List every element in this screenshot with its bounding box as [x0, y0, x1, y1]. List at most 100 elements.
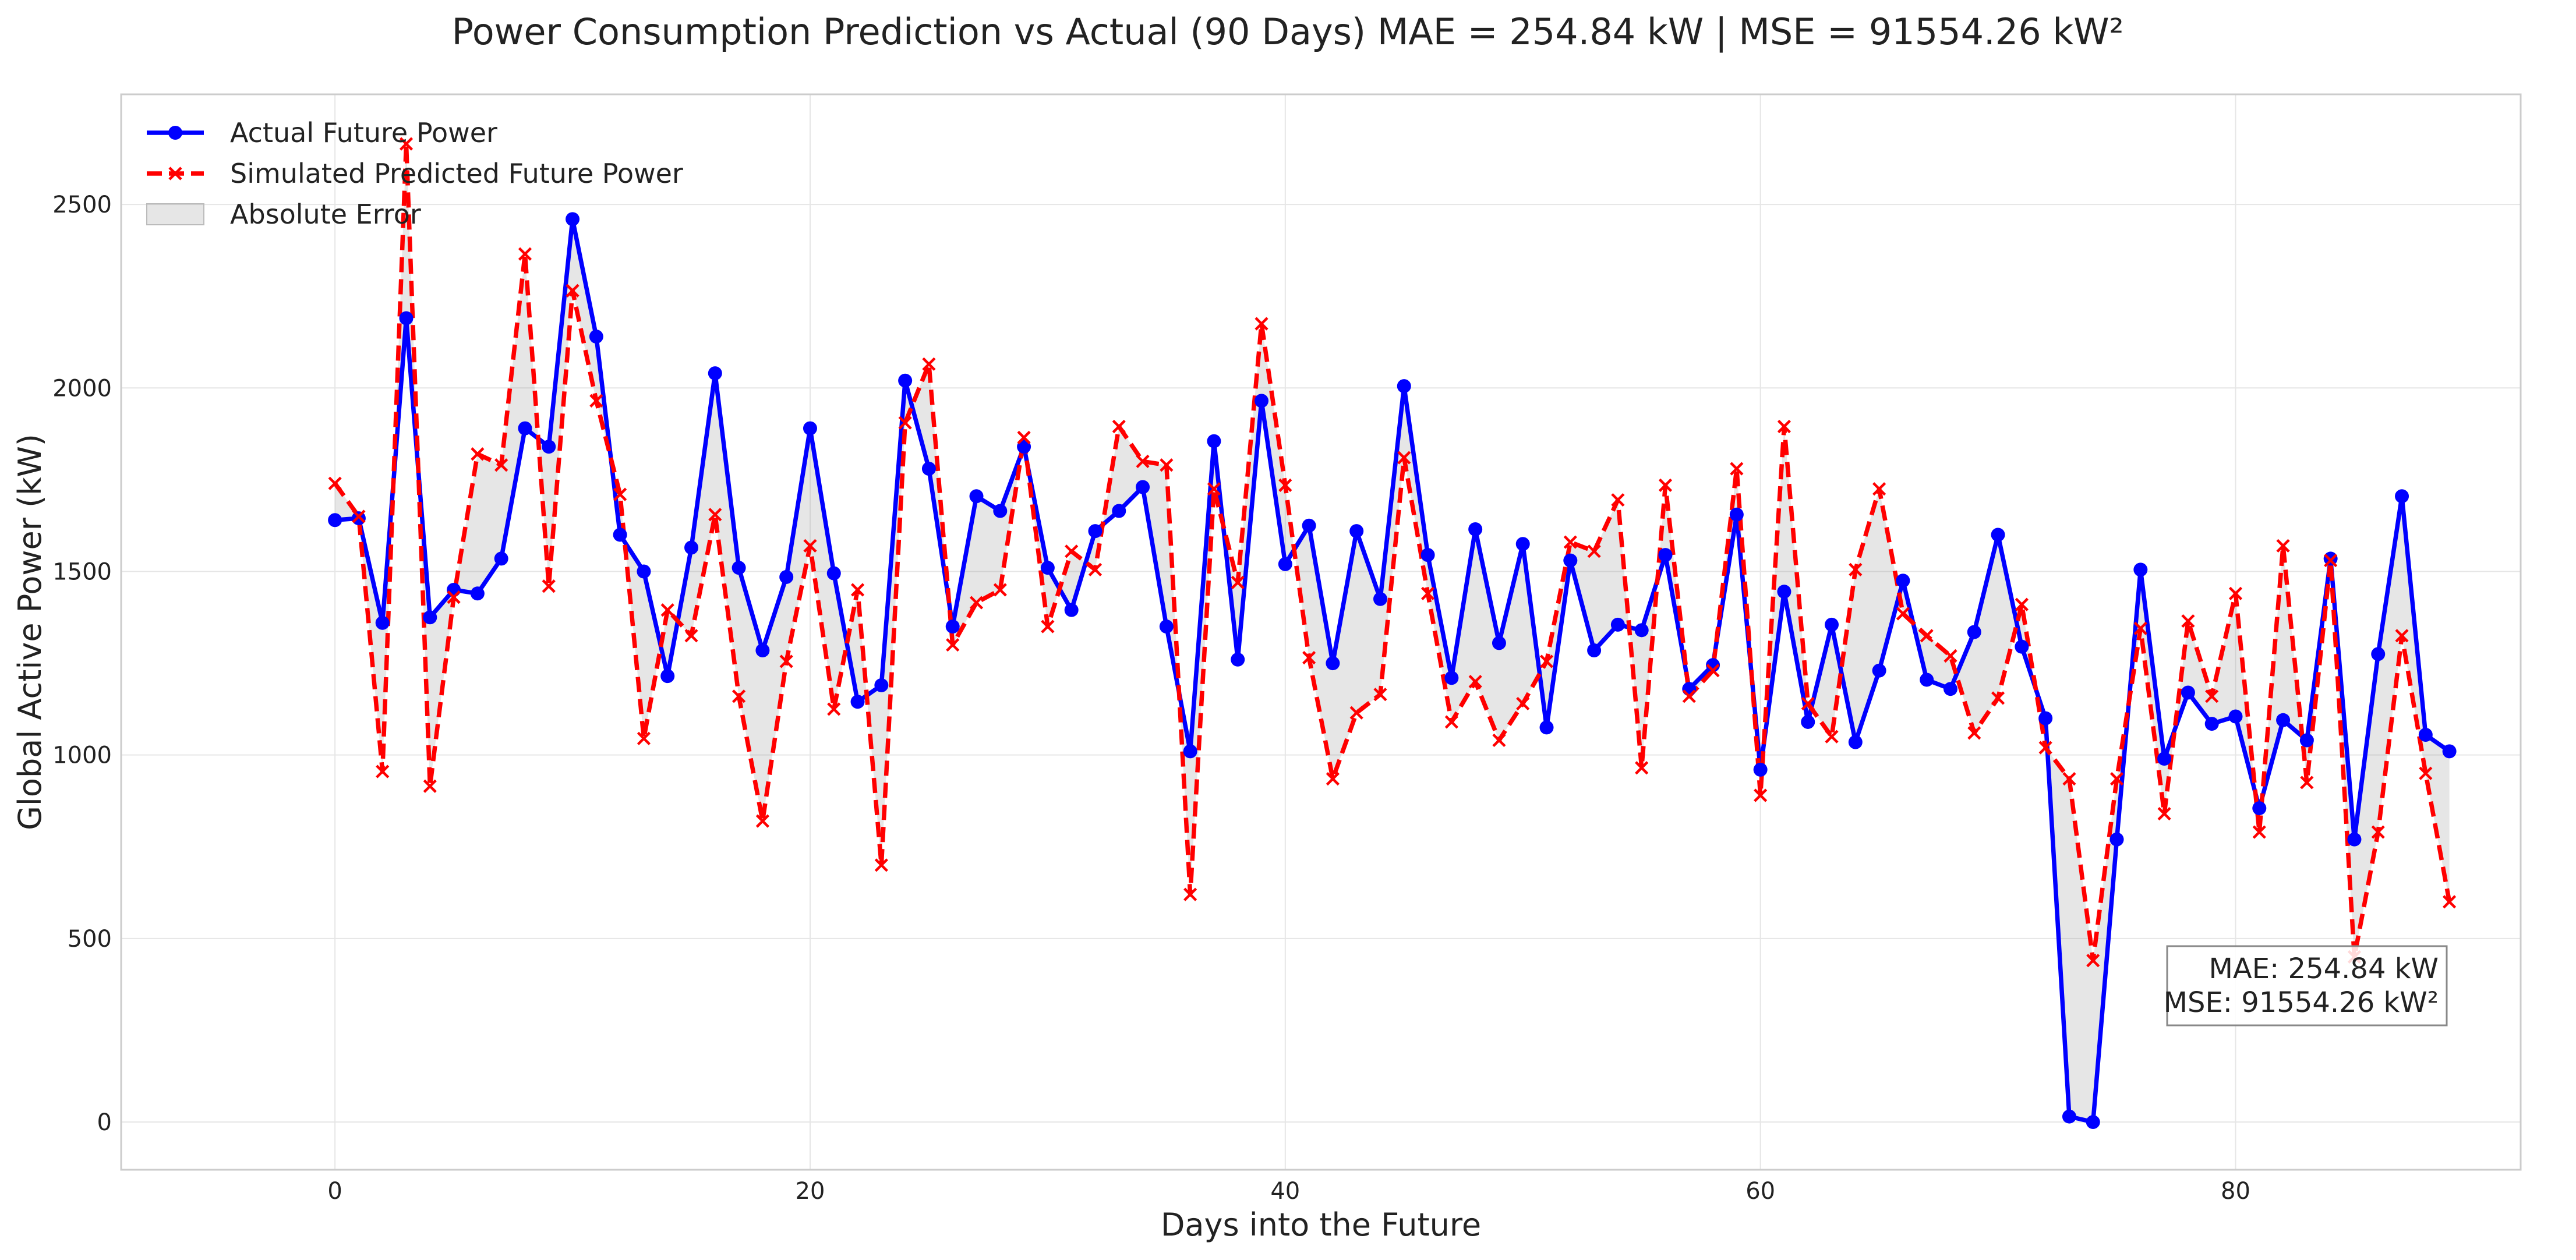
x-marker [2324, 553, 2338, 568]
actual-point [1896, 574, 1910, 588]
legend: Actual Future Power Simulated Predicted F… [146, 117, 683, 230]
x-marker [518, 247, 532, 261]
predicted-point [2133, 621, 2147, 635]
actual-point [1420, 548, 1435, 562]
actual-point [1112, 504, 1126, 518]
predicted-point [2228, 586, 2243, 600]
predicted-point [1944, 649, 1957, 663]
predicted-point [803, 539, 817, 553]
x-marker [1730, 462, 1744, 476]
actual-point [542, 440, 556, 454]
actual-point [850, 695, 865, 709]
actual-point [2181, 685, 2195, 700]
actual-point [1610, 617, 1625, 632]
x-marker [1349, 706, 1363, 720]
predicted-point [1183, 887, 1197, 901]
predicted-point [1136, 454, 1150, 468]
actual-point [1468, 522, 1483, 536]
predicted-point [328, 476, 342, 490]
predicted-point [589, 394, 603, 408]
x-marker [1682, 689, 1696, 703]
predicted-point [1231, 575, 1245, 589]
predicted-point [1635, 761, 1649, 775]
predicted-point [637, 731, 651, 745]
predicted-point [1682, 689, 1696, 703]
x-marker [2181, 614, 2195, 628]
actual-point [1040, 561, 1055, 575]
markers [328, 137, 2457, 1130]
predicted-point [708, 508, 722, 522]
predicted-point [946, 638, 960, 652]
x-marker [850, 583, 865, 597]
predicted-point [1112, 419, 1126, 434]
actual-point [328, 513, 342, 528]
x-marker [1967, 726, 1981, 740]
predicted-point [2062, 772, 2076, 786]
actual-point [589, 330, 603, 344]
x-marker [637, 731, 651, 745]
x-marker [1326, 772, 1340, 786]
predicted-point [1255, 317, 1268, 331]
predicted-point [898, 416, 912, 430]
actual-point [1729, 507, 1744, 522]
actual-point [1658, 548, 1673, 562]
x-marker [732, 689, 746, 703]
actual-point [1136, 480, 1150, 494]
x-marker [922, 357, 936, 371]
predicted-point [1207, 482, 1221, 496]
predicted-point [2252, 825, 2266, 839]
actual-point [1159, 620, 1174, 634]
x-marker [399, 137, 414, 151]
x-marker [1065, 544, 1079, 558]
predicted-point [399, 137, 414, 151]
x-marker [376, 765, 390, 778]
x-marker [2371, 825, 2385, 839]
predicted-point [1088, 562, 1103, 576]
actual-point [2133, 562, 2148, 577]
predicted-point [969, 596, 984, 610]
mae-label: MAE: 254.84 kW [2209, 953, 2439, 985]
x-tick-label: 60 [1745, 1178, 1775, 1205]
actual-point [1349, 524, 1364, 539]
x-marker [1849, 562, 1863, 576]
predicted-point [352, 509, 366, 523]
predicted-point [1420, 586, 1435, 600]
actual-point [803, 421, 817, 436]
predicted-point [1563, 535, 1577, 549]
predicted-point [874, 858, 888, 872]
x-marker [803, 539, 817, 553]
y-tick-label: 2500 [52, 192, 112, 218]
actual-point [375, 615, 390, 630]
predicted-point [1017, 430, 1031, 444]
x-marker [1563, 535, 1577, 549]
x-marker [1468, 675, 1482, 689]
predicted-point [2205, 689, 2219, 703]
x-marker [613, 487, 627, 501]
predicted-point [755, 814, 769, 828]
actual-point [684, 540, 699, 555]
actual-point [921, 461, 936, 476]
x-marker [1088, 562, 1103, 576]
predicted-point [922, 357, 936, 371]
x-marker [779, 654, 793, 668]
x-marker [2300, 776, 2314, 790]
actual-point [1991, 528, 2005, 542]
x-marker [1658, 478, 1673, 492]
x-marker [1539, 654, 1554, 668]
predicted-point [993, 583, 1007, 597]
x-marker [1373, 688, 1387, 702]
x-marker [1896, 607, 1910, 621]
plot-frame [120, 93, 2522, 1171]
x-marker [1183, 887, 1197, 901]
y-axis-label: Global Active Power (kW) [12, 434, 48, 830]
predicted-point [1730, 462, 1744, 476]
predicted-point [684, 629, 698, 643]
actual-point [2347, 832, 2362, 847]
predicted-point [1967, 726, 1981, 740]
x-marker [2109, 772, 2124, 786]
predicted-point [732, 689, 746, 703]
x-marker [1112, 419, 1126, 434]
predicted-point [1065, 544, 1079, 558]
